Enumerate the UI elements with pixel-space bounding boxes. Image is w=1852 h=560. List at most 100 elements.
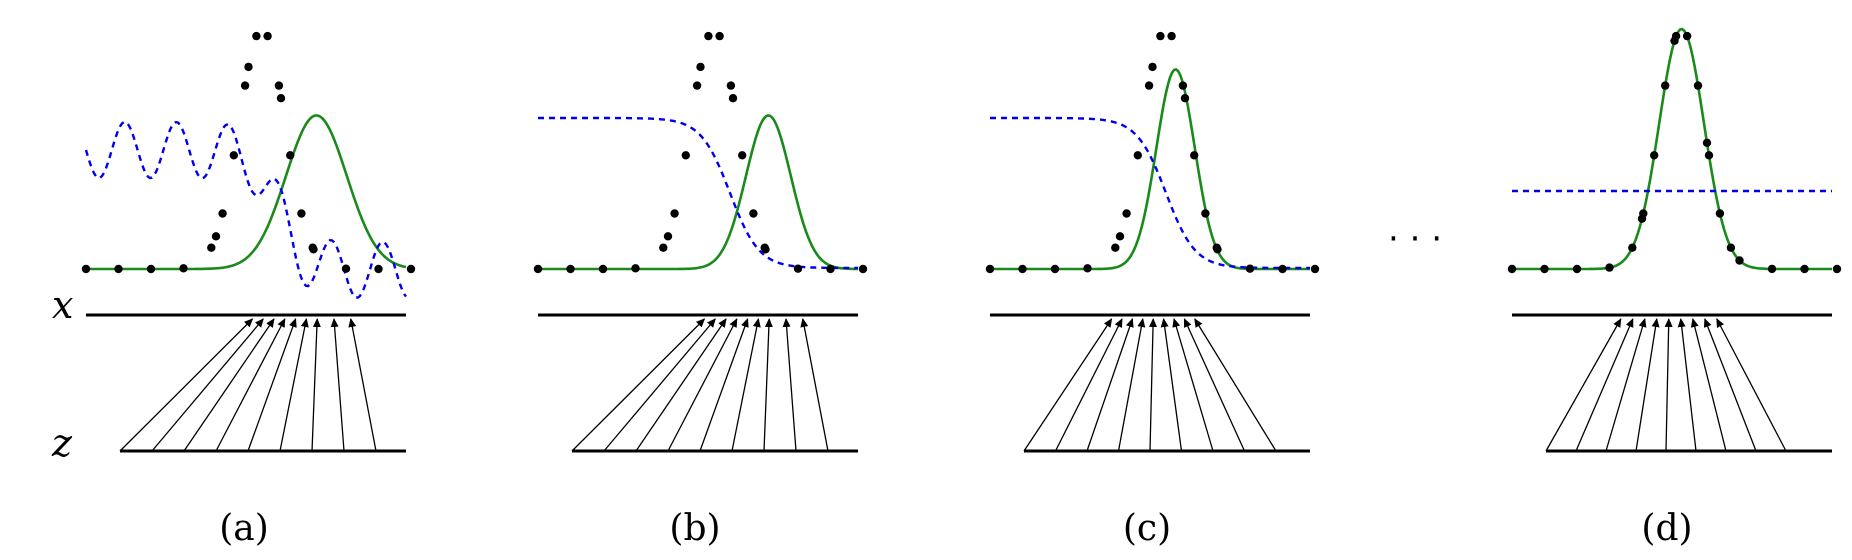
mapping-arrow [1690, 318, 1727, 452]
mapping-arrow [330, 318, 345, 452]
data-point [1167, 31, 1176, 41]
data-point [374, 264, 383, 274]
data-point [1832, 264, 1842, 274]
data-point [1111, 243, 1120, 252]
data-point [1767, 264, 1777, 274]
mapping-arrow [1149, 318, 1158, 452]
data-point [1702, 138, 1712, 147]
caption-b: (b) [669, 508, 720, 549]
data-point [146, 264, 156, 274]
mapping-arrow [1086, 318, 1134, 452]
caption-c: (c) [1123, 508, 1171, 549]
data-point [738, 151, 747, 160]
data-point [1144, 81, 1154, 90]
data-point [1133, 151, 1143, 160]
mapping-arrow [1054, 318, 1123, 452]
mapping-arrow [279, 318, 309, 452]
data-point [1800, 264, 1809, 274]
data-point [663, 232, 673, 241]
mapping-arrow [1023, 318, 1113, 452]
data-point [1245, 264, 1255, 273]
data-point [692, 81, 702, 90]
data-point [211, 232, 221, 241]
ellipsis: · · · [1388, 219, 1442, 259]
data-point [749, 209, 758, 218]
mapping-arrow [1716, 318, 1787, 452]
data-point [985, 264, 995, 274]
mapping-arrow [667, 318, 738, 452]
data-point [240, 81, 250, 90]
mapping-arrow [1194, 318, 1277, 452]
data-point [244, 62, 253, 72]
data-point [1083, 264, 1092, 273]
data-point [1122, 209, 1131, 218]
data-point [670, 209, 679, 218]
model-density-curve [86, 114, 407, 271]
data-point [726, 81, 736, 90]
data-point [715, 31, 724, 41]
data-point [1180, 94, 1190, 103]
discriminator-curve [990, 116, 1310, 270]
model-density-curve [538, 114, 858, 271]
data-point [274, 81, 284, 90]
data-point [1148, 62, 1157, 72]
data-point [696, 62, 705, 72]
data-point [1278, 264, 1287, 274]
data-point [1190, 151, 1199, 160]
discriminator-curve [84, 120, 407, 299]
data-point [276, 94, 286, 103]
data-point [1115, 232, 1125, 241]
mapping-arrow [800, 318, 829, 452]
panel-a [81, 31, 416, 453]
mapping-arrow [1575, 318, 1634, 452]
data-point [858, 264, 868, 274]
data-point [207, 243, 216, 252]
data-point [1507, 264, 1517, 274]
data-point [81, 264, 91, 274]
mapping-arrow [1664, 318, 1673, 452]
mapping-arrow [763, 318, 773, 452]
data-point [1726, 243, 1736, 252]
mapping-arrow [1703, 318, 1757, 452]
mapping-arrow [1635, 318, 1660, 452]
discriminator-curve [538, 116, 858, 270]
mapping-arrow [183, 318, 275, 452]
data-point [598, 264, 608, 274]
mapping-arrow [699, 318, 749, 452]
caption-d: (d) [1641, 508, 1692, 549]
data-point [533, 264, 543, 274]
mapping-arrow [215, 318, 286, 452]
mapping-arrow [1677, 318, 1697, 452]
mapping-arrow [782, 318, 797, 452]
data-point [1572, 264, 1582, 274]
data-point [1540, 264, 1549, 274]
data-point [263, 31, 272, 41]
mapping-arrow [247, 318, 297, 452]
panel-d [1507, 27, 1842, 453]
data-point [1201, 209, 1210, 218]
panel-b [533, 31, 868, 453]
mapping-arrow [1183, 318, 1246, 452]
data-point [229, 151, 238, 160]
data-point [297, 209, 306, 218]
data-point [1715, 209, 1725, 218]
mapping-arrow [311, 318, 321, 452]
panels-layer [81, 27, 1842, 453]
mapping-arrow [1160, 318, 1183, 452]
data-point [1212, 243, 1221, 252]
data-point [631, 264, 640, 273]
mapping-arrow [151, 318, 264, 452]
data-point [1639, 209, 1648, 218]
data-point [1310, 264, 1320, 274]
data-point [659, 243, 668, 252]
data-point [704, 31, 713, 41]
mapping-arrow [1172, 318, 1214, 452]
data-point [681, 151, 690, 160]
data-point [1704, 151, 1714, 160]
mapping-arrow [1545, 318, 1622, 452]
data-point [826, 264, 835, 274]
data-point [1156, 31, 1165, 41]
mapping-arrow [348, 318, 377, 452]
data-point [1050, 264, 1060, 274]
